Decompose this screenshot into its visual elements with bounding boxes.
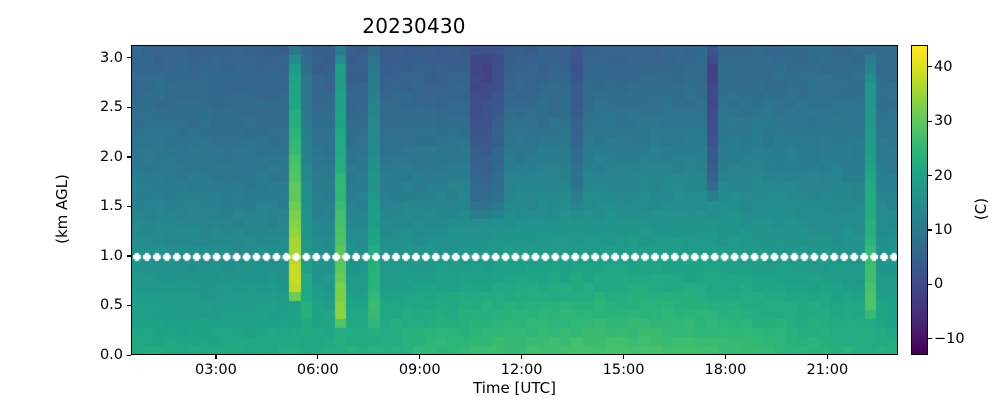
x-tick-mark bbox=[826, 355, 828, 359]
page-title: 20230430 bbox=[362, 14, 466, 38]
y-tick-label: 3.0 bbox=[99, 49, 123, 66]
x-tick-label: 06:00 bbox=[296, 362, 339, 378]
y-tick-label: 2.0 bbox=[99, 148, 123, 165]
y-tick-mark bbox=[127, 156, 131, 158]
colorbar-tick-mark bbox=[928, 283, 932, 285]
colorbar[interactable] bbox=[911, 45, 928, 355]
y-tick-mark bbox=[127, 106, 131, 108]
y-tick-label: 0.5 bbox=[99, 297, 123, 314]
colorbar-tick-mark bbox=[928, 66, 932, 68]
x-tick-label: 15:00 bbox=[602, 362, 645, 378]
x-tick-label: 09:00 bbox=[398, 362, 441, 378]
y-tick-mark bbox=[127, 255, 131, 257]
colorbar-tick-label: −10 bbox=[934, 330, 965, 347]
x-axis-label: Time [UTC] bbox=[473, 379, 556, 397]
x-tick-label: 03:00 bbox=[195, 362, 237, 378]
x-tick-mark bbox=[419, 355, 421, 359]
x-tick-mark bbox=[521, 355, 523, 359]
colorbar-tick-mark bbox=[928, 338, 932, 340]
colorbar-gradient bbox=[912, 46, 927, 354]
colorbar-tick-mark bbox=[928, 175, 932, 177]
colorbar-tick-mark bbox=[928, 229, 932, 231]
y-tick-mark bbox=[127, 57, 131, 59]
colorbar-tick-label: 0 bbox=[934, 276, 944, 293]
x-tick-mark bbox=[317, 355, 319, 359]
y-tick-label: 1.5 bbox=[99, 198, 123, 215]
x-tick-label: 21:00 bbox=[806, 362, 849, 378]
heatmap-axes[interactable] bbox=[131, 45, 898, 355]
y-axis-label: (km AGL) bbox=[53, 174, 71, 244]
colorbar-tick-label: 20 bbox=[934, 167, 953, 184]
y-tick-mark bbox=[127, 304, 131, 307]
y-tick-mark bbox=[127, 205, 131, 208]
colorbar-tick-label: 30 bbox=[934, 113, 953, 130]
colorbar-tick-mark bbox=[928, 120, 932, 122]
x-tick-label: 12:00 bbox=[500, 362, 543, 378]
y-tick-label: 2.5 bbox=[99, 99, 123, 116]
x-tick-mark bbox=[724, 355, 727, 359]
x-tick-label: 18:00 bbox=[704, 362, 747, 378]
mixing-layer-height-line bbox=[132, 46, 897, 354]
y-tick-label: 1.0 bbox=[99, 247, 123, 264]
colorbar-label: (C) bbox=[972, 197, 990, 221]
y-tick-mark bbox=[127, 354, 131, 356]
x-tick-mark bbox=[623, 355, 625, 359]
x-tick-mark bbox=[215, 355, 217, 359]
colorbar-tick-label: 10 bbox=[934, 221, 953, 238]
colorbar-tick-label: 40 bbox=[934, 58, 953, 75]
y-tick-label: 0.0 bbox=[99, 347, 123, 363]
